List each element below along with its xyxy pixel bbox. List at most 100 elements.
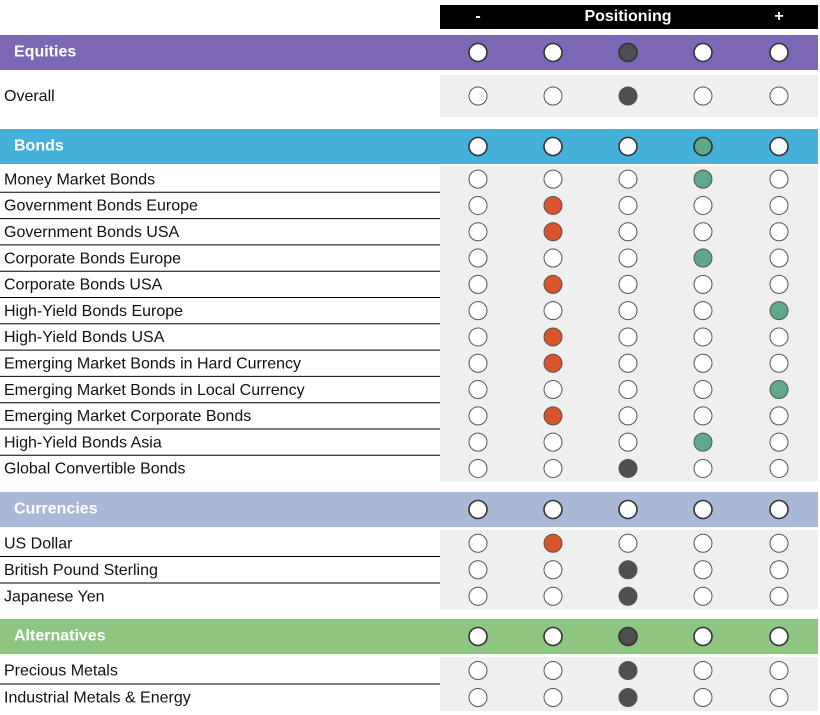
empty-dot (468, 169, 488, 189)
empty-dot (468, 586, 488, 606)
empty-dot (618, 406, 638, 426)
empty-dot (468, 406, 488, 426)
position-dot (543, 406, 563, 426)
empty-dot (618, 499, 638, 520)
position-dot (543, 222, 563, 242)
empty-dot (693, 301, 713, 321)
empty-dot (769, 169, 789, 189)
empty-dot (543, 86, 563, 106)
empty-dot (769, 406, 789, 426)
position-dot (618, 661, 638, 680)
empty-dot (618, 301, 638, 321)
empty-dot (618, 222, 638, 242)
empty-dot (693, 560, 713, 580)
empty-dot (769, 499, 789, 520)
position-dot (543, 533, 563, 553)
empty-dot (769, 195, 789, 215)
empty-dot (769, 327, 789, 347)
position-dot (618, 458, 638, 478)
empty-dot (769, 688, 789, 707)
empty-dot (468, 432, 488, 452)
row-label: British Pound Sterling (4, 562, 158, 579)
empty-dot (769, 432, 789, 452)
section-header (0, 619, 818, 654)
empty-dot (693, 274, 713, 294)
empty-dot (543, 499, 563, 520)
position-dot (693, 248, 713, 268)
section-title: Equities (14, 44, 76, 61)
empty-dot (543, 661, 563, 680)
empty-dot (468, 560, 488, 580)
empty-dot (693, 195, 713, 215)
position-dot (543, 353, 563, 373)
empty-dot (543, 432, 563, 452)
empty-dot (618, 380, 638, 400)
section-header (0, 492, 818, 527)
empty-dot (543, 248, 563, 268)
section-title: Currencies (14, 501, 98, 518)
empty-dot (468, 499, 488, 520)
empty-dot (468, 688, 488, 707)
empty-dot (769, 533, 789, 553)
position-dot (693, 136, 713, 157)
row-label: Japanese Yen (4, 588, 105, 605)
empty-dot (468, 353, 488, 373)
empty-dot (769, 586, 789, 606)
row-label: US Dollar (4, 535, 73, 552)
empty-dot (618, 432, 638, 452)
empty-dot (693, 626, 713, 647)
section-title: Alternatives (14, 628, 106, 645)
empty-dot (543, 560, 563, 580)
empty-dot (468, 248, 488, 268)
empty-dot (468, 626, 488, 647)
empty-dot (543, 586, 563, 606)
position-dot (618, 560, 638, 580)
empty-dot (543, 136, 563, 157)
position-dot (543, 195, 563, 215)
section-header (0, 35, 818, 70)
position-dot (543, 327, 563, 347)
empty-dot (543, 42, 563, 63)
empty-dot (769, 661, 789, 680)
empty-dot (468, 86, 488, 106)
row-label: Corporate Bonds USA (4, 277, 163, 294)
empty-dot (618, 195, 638, 215)
row-label: Industrial Metals & Energy (4, 690, 191, 707)
row-label: Corporate Bonds Europe (4, 250, 181, 267)
empty-dot (468, 301, 488, 321)
row-label: High-Yield Bonds Asia (4, 434, 162, 451)
empty-dot (618, 533, 638, 553)
empty-dot (543, 301, 563, 321)
row-label: Government Bonds Europe (4, 198, 198, 215)
section-header (0, 129, 818, 164)
empty-dot (543, 458, 563, 478)
empty-dot (693, 353, 713, 373)
position-dot (618, 86, 638, 106)
empty-dot (468, 42, 488, 63)
empty-dot (543, 380, 563, 400)
empty-dot (769, 626, 789, 647)
empty-dot (769, 42, 789, 63)
empty-dot (769, 248, 789, 268)
empty-dot (693, 586, 713, 606)
empty-dot (693, 499, 713, 520)
row-label: High-Yield Bonds USA (4, 329, 165, 346)
empty-dot (468, 195, 488, 215)
row-label: Overall (4, 88, 55, 105)
empty-dot (543, 626, 563, 647)
row-label: Government Bonds USA (4, 224, 180, 241)
row-label: Precious Metals (4, 663, 118, 680)
position-dot (618, 42, 638, 63)
empty-dot (693, 327, 713, 347)
empty-dot (618, 327, 638, 347)
empty-dot (769, 560, 789, 580)
empty-dot (693, 86, 713, 106)
empty-dot (769, 136, 789, 157)
empty-dot (693, 222, 713, 242)
empty-dot (468, 136, 488, 157)
empty-dot (618, 274, 638, 294)
empty-dot (468, 274, 488, 294)
row-label: Emerging Market Bonds in Local Currency (4, 382, 305, 399)
empty-dot (693, 458, 713, 478)
row-label: Emerging Market Bonds in Hard Currency (4, 355, 301, 372)
